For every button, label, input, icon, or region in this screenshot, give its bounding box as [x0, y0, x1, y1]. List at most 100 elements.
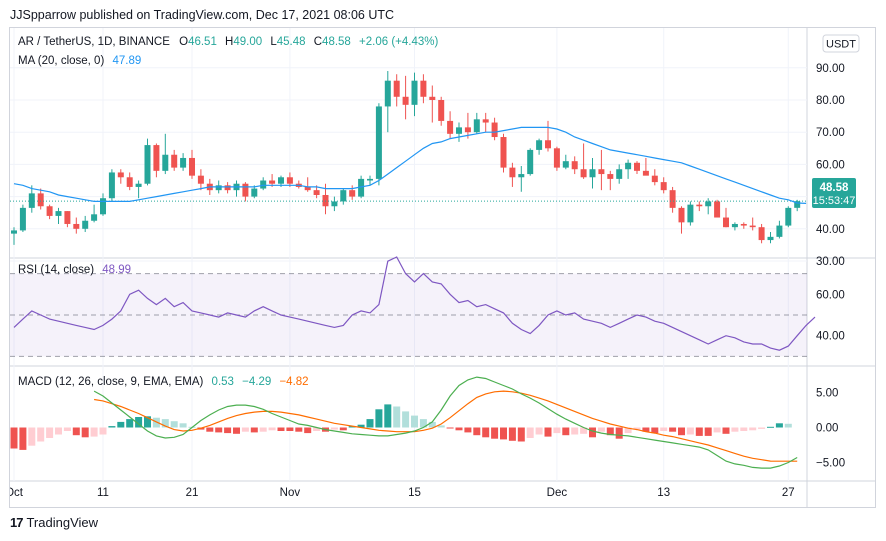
candle-body [705, 201, 712, 207]
rsi-axis-tick: 40.00 [816, 331, 845, 343]
chart-canvas[interactable]: 30.0040.0050.0060.0070.0080.0090.00Oct11… [5, 28, 875, 507]
candle [598, 149, 605, 191]
candle [464, 112, 471, 139]
macd-histogram-bar [90, 427, 98, 437]
candle-body [527, 149, 534, 175]
macd-histogram-bar [241, 427, 249, 432]
candle-body [723, 217, 729, 228]
macd-histogram-bar [393, 406, 401, 428]
ma-legend-label: MA (20, close, 0) [18, 55, 104, 67]
macd-histogram-bar [544, 427, 552, 437]
time-axis-label: 13 [657, 487, 670, 499]
candle-body [438, 100, 445, 121]
candle [180, 153, 187, 171]
candle-body [553, 148, 560, 168]
candle [304, 177, 311, 192]
candle [678, 206, 685, 234]
candle [55, 207, 62, 224]
candle [46, 204, 53, 220]
candle [589, 157, 596, 189]
candle-body [731, 223, 738, 228]
macd-legend-value: 0.53 [212, 376, 234, 388]
macd-axis-tick: 5.00 [816, 388, 838, 400]
candle [616, 164, 623, 184]
candle-body [144, 145, 151, 184]
candle-body [322, 194, 329, 207]
time-axis-label: 21 [186, 487, 199, 499]
candle-body [518, 174, 525, 178]
candle-body [776, 225, 783, 237]
candle-body [491, 122, 498, 138]
macd-histogram-bar [491, 427, 499, 439]
candle-body [19, 207, 26, 231]
macd-histogram-bar [660, 427, 668, 431]
candle-body [215, 185, 222, 191]
last-price-badge: 48.58 15:53:47 [812, 178, 856, 208]
time-axis-label: 15 [408, 487, 421, 499]
ma-layer [13, 126, 807, 204]
time-axis-label: Oct [10, 487, 24, 499]
macd-histogram-bar [144, 416, 151, 428]
macd-histogram-bar [722, 427, 730, 434]
candle-body [304, 186, 311, 191]
candle-body [11, 230, 17, 234]
candle [473, 112, 480, 134]
symbol-label: AR / TetherUS, 1D, BINANCE [18, 36, 170, 48]
macd-histogram-bar [339, 427, 347, 431]
macd-histogram-bar [758, 427, 766, 429]
macd-histogram-bar [464, 427, 472, 433]
macd-histogram-bar [250, 427, 258, 433]
candle-body [464, 127, 471, 133]
macd-axis-tick: 0.00 [816, 423, 838, 435]
macd-histogram-bar [99, 427, 107, 435]
chart-frame[interactable]: 30.0040.0050.0060.0070.0080.0090.00Oct11… [5, 27, 876, 508]
candle [447, 111, 454, 139]
grid-layer [10, 28, 807, 481]
macd-histogram-bar [46, 427, 54, 438]
rsi-legend: RSI (14, close) 48.99 [18, 264, 131, 276]
candle [331, 196, 338, 212]
currency-button[interactable]: USDT [822, 34, 860, 53]
candle [660, 177, 667, 194]
countdown-value: 15:53:47 [813, 195, 856, 207]
candle-body [108, 172, 115, 199]
candle [714, 199, 721, 218]
candle [651, 169, 658, 186]
candle [189, 149, 195, 179]
macd-line [93, 376, 798, 469]
rsi-legend-value: 48.99 [102, 264, 131, 276]
macd-histogram-bar [740, 427, 748, 431]
candle-body [73, 223, 80, 229]
currency-label[interactable]: USDT [826, 39, 856, 51]
macd-histogram-bar [117, 421, 125, 428]
candle [482, 112, 489, 133]
macd-histogram-bar [126, 419, 134, 428]
candle [144, 138, 151, 186]
candle [696, 201, 703, 212]
candle [393, 74, 400, 107]
candle-body [135, 183, 142, 187]
candle-body [696, 204, 703, 207]
macd-histogram-bar [10, 427, 18, 449]
macd-histogram-bar [455, 427, 463, 431]
rsi-line [13, 256, 816, 351]
candle [28, 185, 35, 213]
close-value: 48.58 [322, 36, 351, 48]
time-axis-label: 11 [97, 487, 109, 499]
macd-histogram-bar [348, 426, 356, 428]
candle-body [625, 162, 632, 170]
macd-histogram-bar [624, 427, 632, 434]
macd-histogram-bar [179, 423, 187, 428]
candle-body [242, 183, 249, 197]
candle [731, 222, 738, 231]
macd-histogram-bar [419, 419, 427, 428]
macd-histogram-bar [295, 427, 303, 432]
candle [224, 182, 231, 194]
candle [571, 156, 578, 175]
candle-body [46, 206, 53, 216]
macd-histogram-bar [19, 427, 27, 450]
candle [687, 201, 694, 226]
tradingview-brand: TradingView [26, 515, 99, 530]
candle [518, 166, 525, 192]
macd-histogram-bar [277, 427, 285, 431]
